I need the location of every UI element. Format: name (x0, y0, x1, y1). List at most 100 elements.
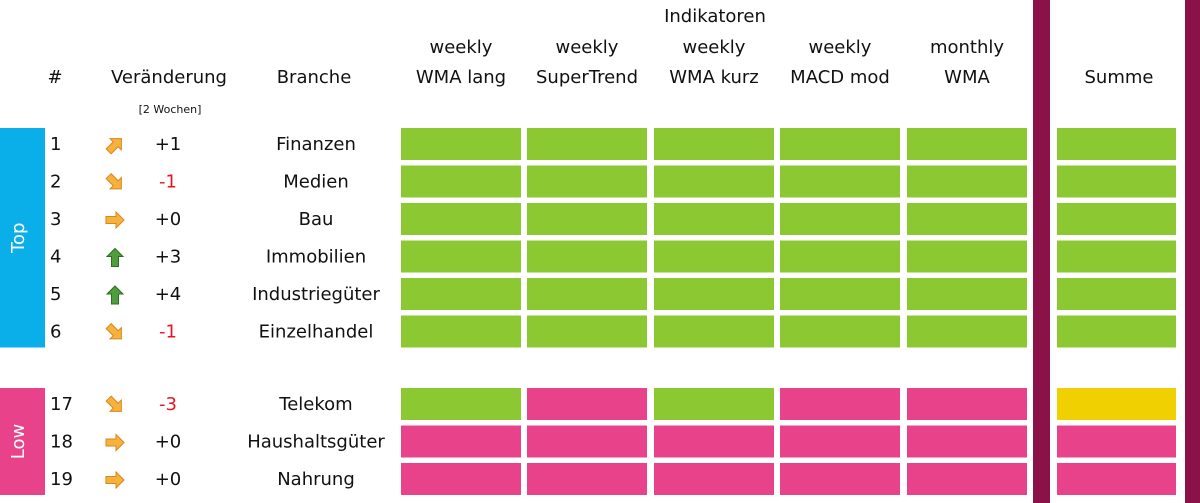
column-header: WMA lang (416, 67, 506, 88)
signal-cell (780, 463, 900, 495)
signal-cell (654, 388, 774, 420)
signal-cell (401, 165, 521, 198)
signal-cell (401, 128, 521, 160)
signal-cell (401, 203, 521, 235)
signal-cell (907, 425, 1027, 458)
trend-arrow (105, 247, 125, 267)
separator (1185, 0, 1200, 503)
column-header: weekly (683, 37, 746, 58)
sector: Immobilien (266, 247, 366, 268)
rank: 19 (50, 469, 73, 490)
group-label: Top (8, 223, 29, 254)
change: +1 (155, 134, 182, 155)
signal-cell (780, 165, 900, 198)
sector: Medien (283, 172, 349, 193)
signal-cell (401, 425, 521, 458)
signal-cell (654, 278, 774, 310)
change: -1 (159, 322, 177, 343)
signal-cell (907, 165, 1027, 198)
trend-arrow (105, 433, 125, 452)
column-header: Summe (1085, 67, 1154, 88)
signal-cell (654, 315, 774, 348)
signal-cell (654, 165, 774, 198)
rank: 1 (50, 134, 61, 155)
signal-cell (401, 463, 521, 495)
signal-cell (401, 278, 521, 310)
trend-arrow (105, 285, 125, 305)
sector: Bau (299, 209, 334, 230)
signal-cell (780, 315, 900, 348)
sector: Haushaltsgüter (247, 432, 385, 453)
separator (1033, 0, 1050, 503)
sector: Industriegüter (252, 284, 380, 305)
signal-cell (780, 278, 900, 310)
change: +3 (155, 247, 182, 268)
signal-cell (527, 128, 647, 160)
signal-cell (401, 240, 521, 273)
group-label: Low (8, 424, 29, 459)
signal-cell (780, 203, 900, 235)
sum-cell (1057, 425, 1176, 458)
change: +0 (155, 209, 182, 230)
signal-cell (527, 463, 647, 495)
sector: Telekom (278, 394, 352, 415)
signal-cell (527, 425, 647, 458)
sector: Finanzen (276, 134, 356, 155)
rank: 2 (50, 172, 61, 193)
signal-cell (907, 388, 1027, 420)
signal-cell (527, 278, 647, 310)
trend-arrow (105, 172, 122, 190)
column-header: MACD mod (790, 67, 890, 88)
sum-cell (1057, 165, 1176, 198)
rank: 18 (50, 432, 73, 453)
sum-cell (1057, 278, 1176, 310)
sum-cell (1057, 463, 1176, 495)
sum-cell (1057, 315, 1176, 348)
rank: 3 (50, 209, 61, 230)
signal-cell (401, 388, 521, 420)
trend-arrow (105, 395, 122, 412)
signal-cell (907, 203, 1027, 235)
sum-cell (1057, 203, 1176, 235)
column-header: weekly (556, 37, 619, 58)
change: +0 (155, 469, 182, 490)
signal-cell (780, 388, 900, 420)
change: -1 (159, 172, 177, 193)
column-header: # (47, 67, 62, 88)
signal-cell (907, 240, 1027, 273)
column-header: WMA kurz (669, 67, 759, 88)
column-note: [2 Wochen] (139, 103, 202, 116)
rank: 5 (50, 284, 61, 305)
change: -3 (159, 394, 177, 415)
signal-cell (527, 315, 647, 348)
signal-cell (907, 128, 1027, 160)
signal-cell (401, 315, 521, 348)
rank: 4 (50, 247, 61, 268)
signal-cell (780, 240, 900, 273)
column-header: Veränderung (111, 67, 227, 88)
column-header: SuperTrend (536, 67, 638, 88)
group-band (0, 388, 45, 495)
signal-cell (907, 278, 1027, 310)
signal-cell (654, 240, 774, 273)
signal-cell (527, 165, 647, 198)
column-header: Branche (277, 67, 352, 88)
signal-cell (527, 388, 647, 420)
signal-cell (780, 128, 900, 160)
signal-cell (907, 463, 1027, 495)
trend-arrow (105, 138, 122, 155)
sum-cell (1057, 388, 1176, 420)
sector: Nahrung (277, 469, 355, 490)
trend-arrow (105, 470, 125, 490)
change: +4 (155, 284, 182, 305)
trend-arrow (105, 210, 125, 230)
column-header: WMA (944, 67, 990, 88)
sector: Einzelhandel (259, 322, 374, 343)
column-header: weekly (809, 37, 872, 58)
signal-cell (654, 128, 774, 160)
signal-cell (527, 203, 647, 235)
group-band (0, 128, 45, 348)
signal-cell (654, 203, 774, 235)
